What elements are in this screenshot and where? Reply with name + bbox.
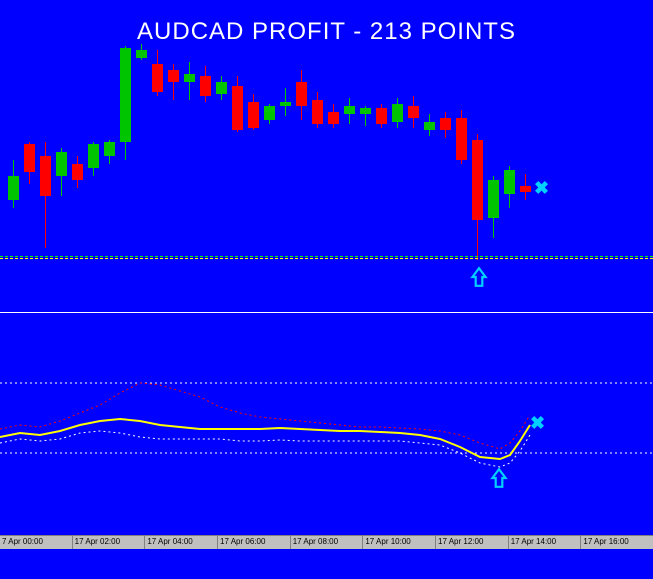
horizontal-level-line bbox=[0, 258, 653, 259]
exit-signal-x-icon: ✖ bbox=[534, 178, 549, 199]
horizontal-level-line bbox=[0, 256, 653, 257]
time-axis-label: 17 Apr 14:00 bbox=[509, 536, 582, 549]
time-axis-label: 7 Apr 00:00 bbox=[0, 536, 73, 549]
indicator-panel: ✖ 7 Apr 00:0017 Apr 02:0017 Apr 04:0017 … bbox=[0, 313, 653, 549]
time-axis-label: 17 Apr 10:00 bbox=[363, 536, 436, 549]
time-axis-label: 17 Apr 12:00 bbox=[436, 536, 509, 549]
time-axis-label: 17 Apr 08:00 bbox=[291, 536, 364, 549]
time-axis: 7 Apr 00:0017 Apr 02:0017 Apr 04:0017 Ap… bbox=[0, 535, 653, 549]
price-chart-panel: AUDCAD PROFIT - 213 POINTS ✖ bbox=[0, 0, 653, 313]
time-axis-label: 17 Apr 04:00 bbox=[145, 536, 218, 549]
time-axis-label: 17 Apr 02:00 bbox=[73, 536, 146, 549]
indicator-signal-arrow-icon bbox=[490, 467, 508, 489]
candlestick-area[interactable] bbox=[0, 0, 653, 312]
indicator-lines[interactable] bbox=[0, 313, 653, 535]
buy-signal-arrow-icon bbox=[470, 266, 488, 288]
indicator-exit-x-icon: ✖ bbox=[530, 413, 545, 434]
time-axis-label: 17 Apr 06:00 bbox=[218, 536, 291, 549]
time-axis-label: 17 Apr 16:00 bbox=[581, 536, 653, 549]
